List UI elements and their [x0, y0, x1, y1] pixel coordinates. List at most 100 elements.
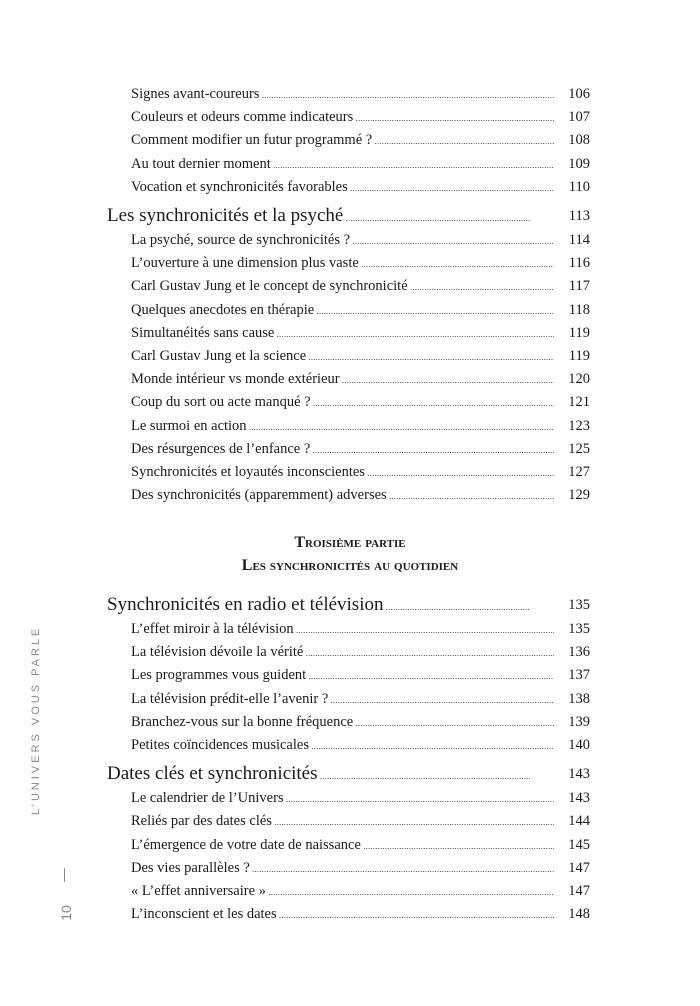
entry-page: 137 — [568, 667, 590, 684]
entry-page: 119 — [568, 348, 590, 364]
toc-entry: Quelques anecdotes en thérapie 118 — [0, 299, 700, 321]
entry-page: 138 — [568, 690, 590, 707]
toc-entry: Synchronicités et loyautés inconscientes… — [0, 461, 700, 483]
entry-page: 129 — [568, 487, 590, 504]
entry-page: 110 — [568, 178, 590, 195]
toc-entry: Carl Gustav Jung et le concept de synchr… — [0, 275, 700, 297]
entry-title: L’émergence de votre date de naissance — [131, 834, 554, 858]
entry-page: 114 — [568, 232, 590, 248]
entry-page: 121 — [568, 394, 590, 411]
entry-title: Synchronicités et loyautés inconscientes — [131, 461, 554, 485]
toc-entry: Au tout dernier moment 109 — [0, 153, 700, 175]
entry-title: Les programmes vous guident — [131, 664, 554, 688]
entry-page: 108 — [568, 132, 590, 149]
entry-page: 143 — [568, 766, 590, 783]
entry-title: Les synchronicités et la psyché — [107, 205, 530, 230]
entry-title: Petites coïncidences musicales — [131, 734, 554, 758]
entry-page: 144 — [568, 813, 590, 830]
page-number: 10 — [57, 905, 74, 921]
entry-title: Signes avant-coureurs — [131, 83, 554, 107]
entry-page: 139 — [568, 713, 590, 730]
running-head: L’UNIVERS VOUS PARLE 10 — [30, 626, 100, 930]
toc-entry: Des synchronicités (apparemment) adverse… — [0, 484, 700, 506]
divider — [64, 868, 65, 882]
entry-page: 107 — [568, 109, 590, 126]
entry-title: Le calendrier de l’Univers — [131, 787, 554, 811]
entry-title: Coup du sort ou acte manqué ? — [131, 391, 554, 415]
entry-title: Branchez-vous sur la bonne fréquence — [131, 711, 554, 735]
entry-page: 148 — [568, 906, 590, 923]
toc-entry: Des résurgences de l’enfance ? 125 — [0, 438, 700, 460]
entry-title: Monde intérieur vs monde extérieur — [131, 368, 554, 392]
toc-entry: Le surmoi en action 123 — [0, 415, 700, 437]
toc-entry: Monde intérieur vs monde extérieur 120 — [0, 368, 700, 390]
toc-entry: L’émergence de votre date de naissance 14… — [0, 834, 700, 856]
toc-entry: Carl Gustav Jung et la science 119 — [0, 345, 700, 367]
toc-entry: Coup du sort ou acte manqué ? 121 — [0, 391, 700, 413]
entry-page: 113 — [568, 208, 590, 224]
entry-title: La télévision dévoile la vérité — [131, 641, 554, 665]
entry-page: 136 — [568, 644, 590, 661]
toc-entry: L’effet miroir à la télévision 135 — [0, 618, 700, 640]
entry-page: 120 — [568, 371, 590, 388]
toc-entry: Simultanéités sans cause 119 — [0, 322, 700, 344]
entry-title: La télévision prédit-elle l’avenir ? — [131, 688, 554, 712]
entry-title: Reliés par des dates clés — [131, 810, 554, 834]
toc-entry: Branchez-vous sur la bonne fréquence 139 — [0, 711, 700, 733]
entry-title: La psyché, source de synchronicités ? — [131, 229, 554, 253]
entry-title: Carl Gustav Jung et le concept de synchr… — [131, 275, 554, 299]
toc-entry: Vocation et synchronicités favorables 110 — [0, 176, 700, 198]
entry-title: Des résurgences de l’enfance ? — [131, 438, 554, 462]
toc-entry: Les programmes vous guident 137 — [0, 664, 700, 686]
entry-page: 127 — [568, 464, 590, 480]
entry-title: Couleurs et odeurs comme indicateurs — [131, 106, 554, 130]
toc-entry: Reliés par des dates clés 144 — [0, 810, 700, 832]
entry-title: Comment modifier un futur programmé ? — [131, 129, 554, 153]
toc-entry: « L’effet anniversaire » 147 — [0, 880, 700, 902]
entry-page: 125 — [568, 440, 590, 457]
book-title: L’UNIVERS VOUS PARLE — [30, 625, 42, 815]
toc-entry: Signes avant-coureurs 106 — [0, 83, 700, 105]
entry-page: 118 — [568, 301, 590, 318]
entry-title: Des vies parallèles ? — [131, 857, 554, 881]
entry-page: 106 — [568, 86, 590, 102]
toc-entry: La télévision prédit-elle l’avenir ? 138 — [0, 688, 700, 710]
toc-entry: L’inconscient et les dates 148 — [0, 903, 700, 925]
entry-page: 143 — [568, 790, 590, 807]
entry-title: Quelques anecdotes en thérapie — [131, 299, 554, 323]
entry-title: L’inconscient et les dates — [131, 903, 554, 927]
entry-title: Carl Gustav Jung et la science — [131, 345, 554, 369]
entry-title: L’effet miroir à la télévision — [131, 618, 554, 642]
entry-title: Synchronicités en radio et télévision — [107, 594, 530, 619]
entry-title: Le surmoi en action — [131, 415, 554, 439]
toc-entry: Couleurs et odeurs comme indicateurs 107 — [0, 106, 700, 128]
entry-page: 117 — [568, 278, 590, 295]
entry-page: 119 — [568, 324, 590, 341]
entry-title: Des synchronicités (apparemment) adverse… — [131, 484, 554, 508]
entry-page: 147 — [568, 883, 590, 899]
toc-chapter: Les synchronicités et la psyché 113 — [0, 205, 700, 227]
entry-page: 140 — [568, 737, 590, 753]
toc-entry: Comment modifier un futur programmé ? 108 — [0, 129, 700, 151]
entry-title: Vocation et synchronicités favorables — [131, 176, 554, 200]
entry-page: 135 — [568, 621, 590, 637]
entry-page: 116 — [568, 255, 590, 272]
toc-entry: L’ouverture à une dimension plus vaste 11… — [0, 252, 700, 274]
entry-page: 135 — [568, 597, 590, 613]
entry-title: Dates clés et synchronicités — [107, 763, 530, 788]
part-label: Troisième partie — [294, 534, 406, 551]
entry-title: Au tout dernier moment — [131, 153, 554, 177]
entry-title: L’ouverture à une dimension plus vaste — [131, 252, 554, 276]
entry-title: « L’effet anniversaire » — [131, 880, 554, 904]
toc-chapter: Synchronicités en radio et télévision 135 — [0, 594, 700, 616]
toc-entry: Des vies parallèles ? 147 — [0, 857, 700, 879]
toc-entry: La psyché, source de synchronicités ? 114 — [0, 229, 700, 251]
toc-entry: Le calendrier de l’Univers 143 — [0, 787, 700, 809]
entry-page: 123 — [568, 417, 590, 434]
entry-page: 145 — [568, 836, 590, 853]
entry-title: Simultanéités sans cause — [131, 322, 554, 346]
entry-page: 109 — [568, 155, 590, 172]
toc-entry: La télévision dévoile la vérité 136 — [0, 641, 700, 663]
part-title: Les synchronicités au quotidien — [241, 557, 459, 574]
toc-chapter: Dates clés et synchronicités 143 — [0, 763, 700, 785]
